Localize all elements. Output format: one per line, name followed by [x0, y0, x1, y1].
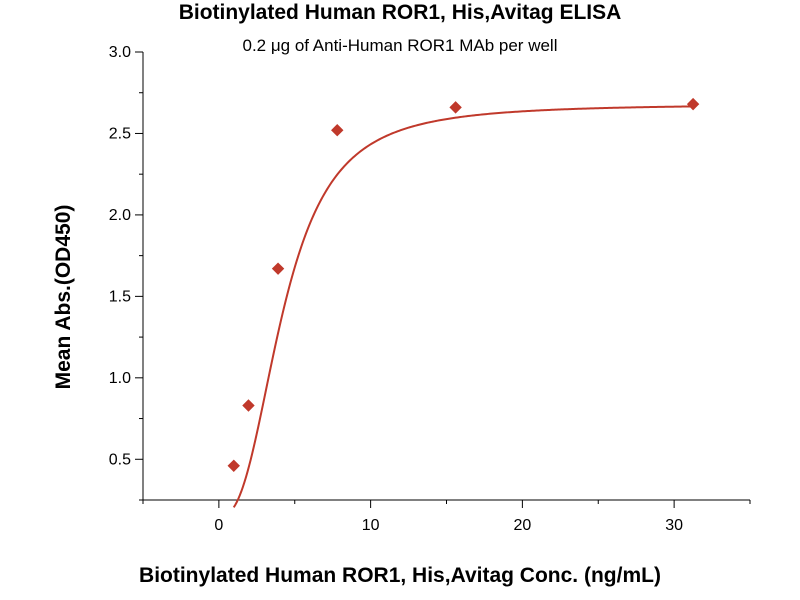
chart-title: Biotinylated Human ROR1, His,Avitag ELIS…: [178, 1, 622, 24]
x-tick-label: 20: [513, 517, 531, 534]
y-tick-label: 1.0: [109, 370, 131, 387]
data-point-diamond: [227, 459, 240, 472]
y-axis-label: Mean Abs.(OD450): [52, 204, 75, 390]
y-tick-label: 0.5: [109, 451, 131, 468]
x-tick-label: 0: [214, 517, 223, 534]
y-tick-label: 2.5: [109, 125, 131, 142]
chart-subtitle: 0.2 μg of Anti-Human ROR1 MAb per well: [242, 36, 558, 55]
y-tick-label: 3.0: [109, 44, 131, 61]
x-tick-label: 30: [665, 517, 683, 534]
x-tick-label: 10: [362, 517, 380, 534]
data-point-diamond: [686, 97, 700, 111]
data-point-diamond: [449, 101, 462, 114]
data-point-diamond: [242, 399, 255, 412]
y-tick-label: 1.5: [109, 288, 131, 305]
data-point-diamond: [331, 123, 344, 137]
data-point-diamond: [271, 262, 285, 275]
fit-curve: [232, 105, 694, 508]
x-axis-label: Biotinylated Human ROR1, His,Avitag Conc…: [139, 564, 661, 587]
y-tick-label: 2.0: [109, 207, 131, 224]
